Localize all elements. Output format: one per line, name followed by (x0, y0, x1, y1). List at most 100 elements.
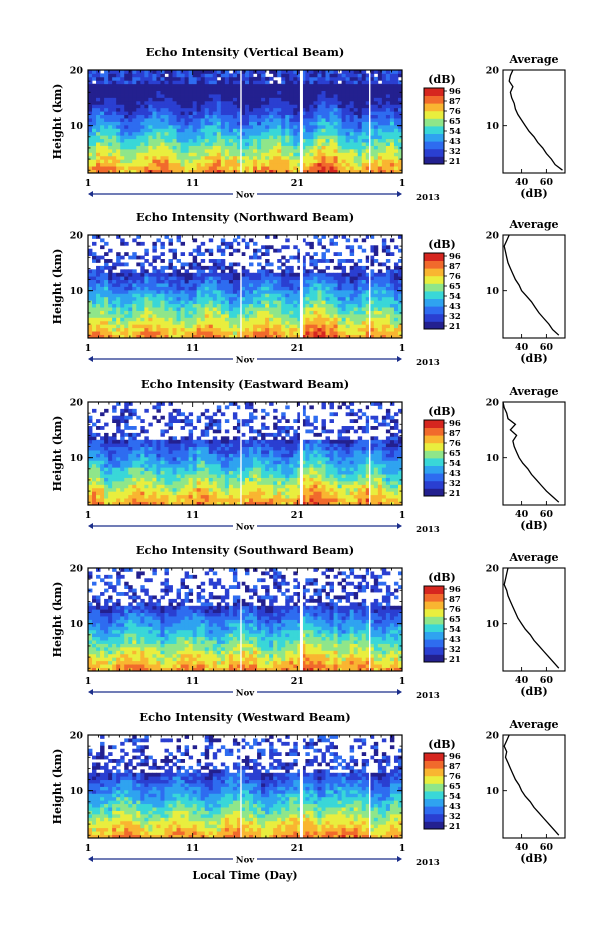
x-tick-label: 1 (399, 510, 406, 521)
heatmap (88, 402, 403, 506)
profile-x-label: (dB) (520, 187, 547, 200)
arrow-right-icon (397, 356, 402, 362)
colorbar-tick-label: 32 (449, 479, 461, 489)
colorbar-tick-label: 21 (449, 157, 461, 167)
profile-title: Average (508, 718, 558, 731)
profile-x-label: (dB) (520, 352, 547, 365)
colorbar-unit: (dB) (428, 571, 455, 584)
profile-x-tick-label: 40 (515, 177, 529, 188)
x-tick-label: 11 (186, 343, 199, 354)
colorbar-tick-label: 43 (449, 137, 461, 147)
month-label: Nov (236, 356, 255, 366)
panel-5: Echo Intensity (Westward Beam)1 11 21 12010… (51, 710, 566, 868)
panel-title: Echo Intensity (Vertical Beam) (146, 45, 345, 59)
colorbar-tick-label: 87 (449, 595, 461, 605)
x-tick-label: 11 (186, 510, 199, 521)
profile-frame (502, 567, 566, 672)
colorbar-unit: (dB) (428, 73, 455, 86)
colorbar-tick-label: 32 (449, 812, 461, 822)
colorbar-tick-label: 76 (449, 439, 461, 449)
data-gap (299, 235, 303, 338)
x-tick-label: 21 (291, 343, 304, 354)
profile-title: Average (508, 218, 558, 231)
profile-frame (502, 734, 566, 839)
panel-title: Echo Intensity (Southward Beam) (136, 543, 354, 557)
colorbar-tick-label: 76 (449, 772, 461, 782)
profile-line (503, 734, 560, 836)
x-tick-label: 11 (186, 178, 199, 189)
profile-line (502, 401, 560, 503)
month-label: Nov (236, 689, 255, 699)
arrow-right-icon (397, 191, 402, 197)
data-gap (240, 735, 242, 838)
data-gap (369, 402, 371, 505)
x-tick-label: 1 (399, 178, 406, 189)
profile-x-tick-label: 60 (540, 342, 554, 353)
profile-y-tick-label: 20 (486, 564, 500, 575)
arrow-left-icon (88, 856, 93, 862)
y-tick-label: 20 (70, 731, 84, 742)
heatmap (88, 235, 403, 339)
colorbar-tick-label: 43 (449, 802, 461, 812)
x-tick-label: 21 (291, 178, 304, 189)
arrow-left-icon (88, 356, 93, 362)
profile-x-label: (dB) (520, 685, 547, 698)
year-label: 2013 (416, 691, 440, 701)
colorbar-tick-label: 54 (449, 127, 461, 137)
colorbar-tick-label: 96 (449, 752, 461, 762)
data-gap (299, 402, 303, 505)
colorbar-unit: (dB) (428, 405, 455, 418)
profile-line (508, 69, 563, 171)
colorbar (423, 752, 447, 830)
data-gap (240, 70, 242, 173)
x-tick-label: 1 (399, 843, 406, 854)
panel-title: Echo Intensity (Northward Beam) (136, 210, 354, 224)
profile-y-tick-label: 10 (486, 619, 500, 630)
arrow-right-icon (397, 856, 402, 862)
panel-4: Echo Intensity (Southward Beam)1 11 21 1201… (51, 543, 566, 701)
data-gap (299, 70, 303, 173)
average-profile (502, 69, 566, 174)
colorbar-tick-label: 87 (449, 262, 461, 272)
month-label: Nov (236, 523, 255, 533)
x-tick-label: 1 (85, 510, 92, 521)
colorbar-tick-label: 96 (449, 585, 461, 595)
data-gap (369, 70, 371, 173)
y-axis-label: Height (km) (51, 249, 64, 325)
y-tick-label: 10 (70, 619, 84, 630)
y-axis-label: Height (km) (51, 749, 64, 825)
colorbar-tick-label: 21 (449, 822, 461, 832)
colorbar-tick-label: 54 (449, 792, 461, 802)
profile-title: Average (508, 551, 558, 564)
colorbar-tick-label: 43 (449, 635, 461, 645)
heatmap (88, 70, 403, 174)
y-axis-label: Height (km) (51, 416, 64, 492)
x-tick-label: 1 (85, 843, 92, 854)
colorbar-tick-label: 96 (449, 87, 461, 97)
colorbar-tick-label: 65 (449, 782, 461, 792)
colorbar-tick-label: 96 (449, 252, 461, 262)
profile-y-tick-label: 10 (486, 786, 500, 797)
y-tick-label: 10 (70, 453, 84, 464)
data-gap (369, 735, 371, 838)
x-tick-label: 11 (186, 676, 199, 687)
colorbar-tick-label: 21 (449, 655, 461, 665)
colorbar-tick-label: 96 (449, 419, 461, 429)
colorbar (423, 585, 447, 663)
colorbar (423, 419, 447, 497)
year-label: 2013 (416, 193, 440, 203)
colorbar-tick-label: 76 (449, 272, 461, 282)
colorbar (423, 87, 447, 165)
arrow-right-icon (397, 523, 402, 529)
x-tick-label: 21 (291, 676, 304, 687)
colorbar-tick-label: 65 (449, 282, 461, 292)
colorbar-tick-label: 21 (449, 489, 461, 499)
arrow-left-icon (88, 523, 93, 529)
average-profile (502, 567, 566, 672)
colorbar-tick-label: 65 (449, 615, 461, 625)
x-tick-label: 21 (291, 843, 304, 854)
x-tick-label: 21 (291, 510, 304, 521)
y-axis-label: Height (km) (51, 582, 64, 658)
average-profile (502, 734, 566, 839)
month-label: Nov (236, 856, 255, 866)
